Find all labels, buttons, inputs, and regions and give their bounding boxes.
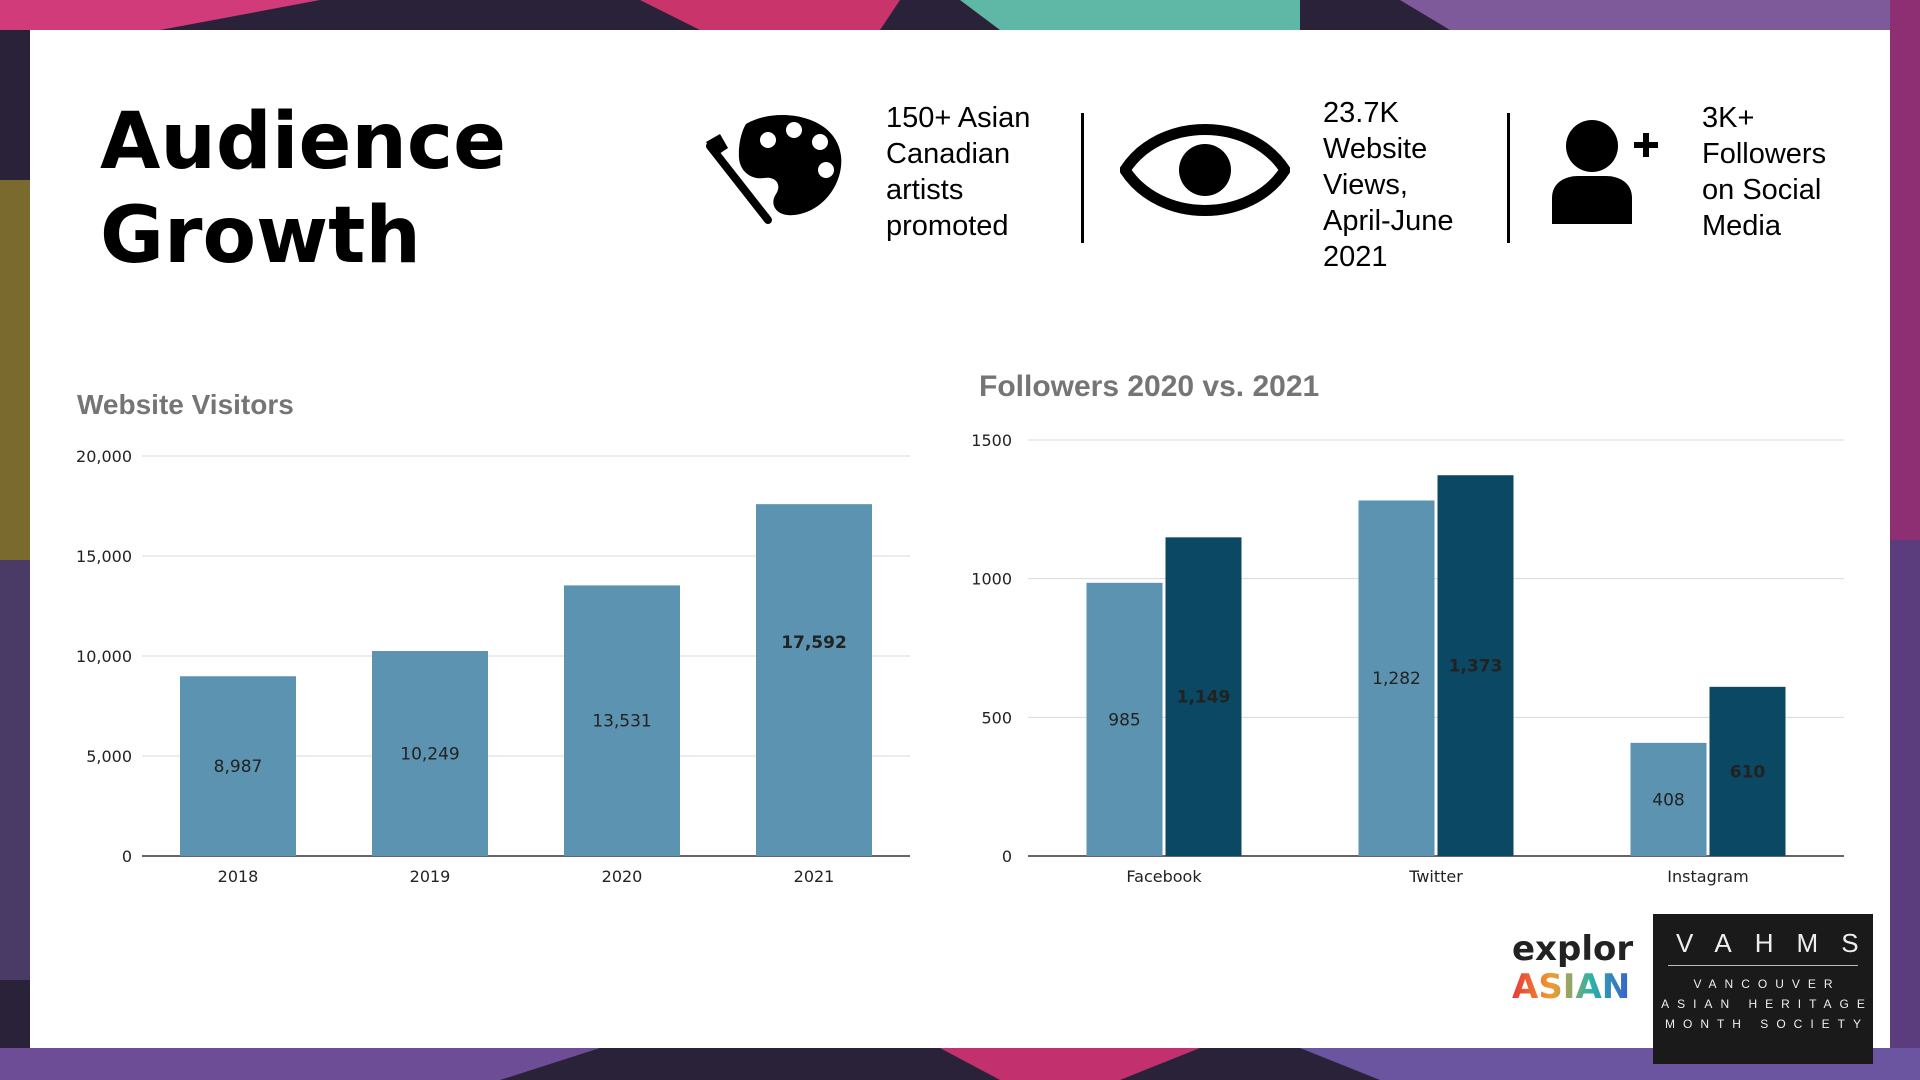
y-tick-label: 15,000: [76, 547, 132, 566]
y-tick-label: 0: [122, 847, 132, 866]
explorasian-logo: explor ASIAN: [1512, 929, 1634, 1007]
stat-line: artists: [886, 174, 964, 206]
data-label: 17,592: [781, 633, 847, 653]
chart-title: Website Visitors: [77, 389, 294, 420]
vahms-line-2: ASIAN HERITAGE: [1661, 997, 1873, 1011]
bar-2018: [180, 676, 296, 856]
stat-followers: 3K+ Followers on Social Media: [1702, 100, 1826, 244]
y-tick-label: 10,000: [76, 647, 132, 666]
bar-2020: [564, 585, 680, 856]
vahms-acronym: VAHMS: [1676, 928, 1882, 958]
stat-line: 3K+: [1702, 102, 1755, 134]
website-visitors-chart: Website Visitors 0 5,000 10,000 15,000 20,000…: [76, 389, 910, 886]
data-label: 1,149: [1177, 688, 1231, 708]
add-user-icon: [1552, 120, 1658, 224]
chart-title: Followers 2020 vs. 2021: [979, 370, 1319, 403]
data-label: 408: [1652, 790, 1684, 810]
bar-Instagram-2021: [1709, 686, 1786, 856]
x-tick-label: 2019: [410, 867, 451, 886]
stat-line: promoted: [886, 210, 1009, 242]
y-tick-label: 1500: [971, 431, 1012, 450]
y-tick-label: 5,000: [86, 747, 132, 766]
stat-line: Website: [1323, 133, 1428, 165]
bar-Facebook-2021: [1165, 537, 1242, 856]
data-label: 985: [1108, 710, 1140, 730]
bar-Twitter-2021: [1437, 475, 1514, 856]
bar-2021: [756, 504, 872, 856]
y-tick-label: 1000: [971, 570, 1012, 589]
stat-line: 23.7K: [1323, 97, 1399, 129]
stat-line: 150+ Asian: [886, 102, 1031, 134]
stat-line: 2021: [1323, 241, 1388, 273]
data-label: 1,373: [1449, 657, 1503, 677]
x-tick-label: Twitter: [1408, 867, 1463, 886]
bar-2019: [372, 651, 488, 856]
x-tick-label: Facebook: [1126, 867, 1202, 886]
title-line-2: Growth: [100, 191, 421, 281]
y-tick-label: 0: [1002, 847, 1012, 866]
stat-divider: [1081, 113, 1084, 243]
followers-chart: Followers 2020 vs. 2021 0 500 1000 1500 985 1,…: [971, 370, 1844, 886]
explor-text: explor: [1512, 929, 1634, 969]
slide-title: Audience Growth: [100, 95, 506, 283]
x-tick-label: 2020: [602, 867, 643, 886]
asian-text: ASIAN: [1512, 967, 1631, 1007]
stat-line: on Social: [1702, 174, 1822, 206]
eye-icon: [1120, 124, 1290, 216]
vahms-rule: [1668, 965, 1858, 966]
stat-line: Canadian: [886, 138, 1011, 170]
stat-website-views: 23.7K Website Views, April-June 2021: [1323, 95, 1454, 275]
data-label: 10,249: [400, 745, 459, 765]
bar-Twitter-2020: [1358, 500, 1435, 856]
stat-line: April-June: [1323, 205, 1454, 237]
data-label: 13,531: [592, 712, 651, 732]
stat-line: Views,: [1323, 169, 1408, 201]
vahms-logo: VAHMS VANCOUVER ASIAN HERITAGE MONTH SOC…: [1653, 914, 1873, 1064]
x-tick-label: 2018: [218, 867, 259, 886]
stat-line: Followers: [1702, 138, 1827, 170]
stat-artists: 150+ Asian Canadian artists promoted: [886, 100, 1030, 244]
palette-icon: [706, 114, 842, 224]
y-tick-label: 500: [981, 708, 1012, 727]
data-label: 610: [1730, 762, 1766, 782]
vahms-line-1: VANCOUVER: [1693, 977, 1841, 991]
bar-Instagram-2020: [1630, 742, 1707, 856]
title-line-1: Audience: [100, 97, 507, 187]
stat-divider: [1507, 113, 1510, 243]
x-tick-label: Instagram: [1667, 867, 1748, 886]
y-tick-label: 20,000: [76, 447, 132, 466]
vahms-line-3: MONTH SOCIETY: [1664, 1017, 1869, 1031]
data-label: 1,282: [1372, 669, 1421, 689]
stat-line: Media: [1702, 210, 1781, 242]
bar-Facebook-2020: [1086, 582, 1163, 856]
data-label: 8,987: [214, 757, 263, 777]
x-tick-label: 2021: [794, 867, 835, 886]
